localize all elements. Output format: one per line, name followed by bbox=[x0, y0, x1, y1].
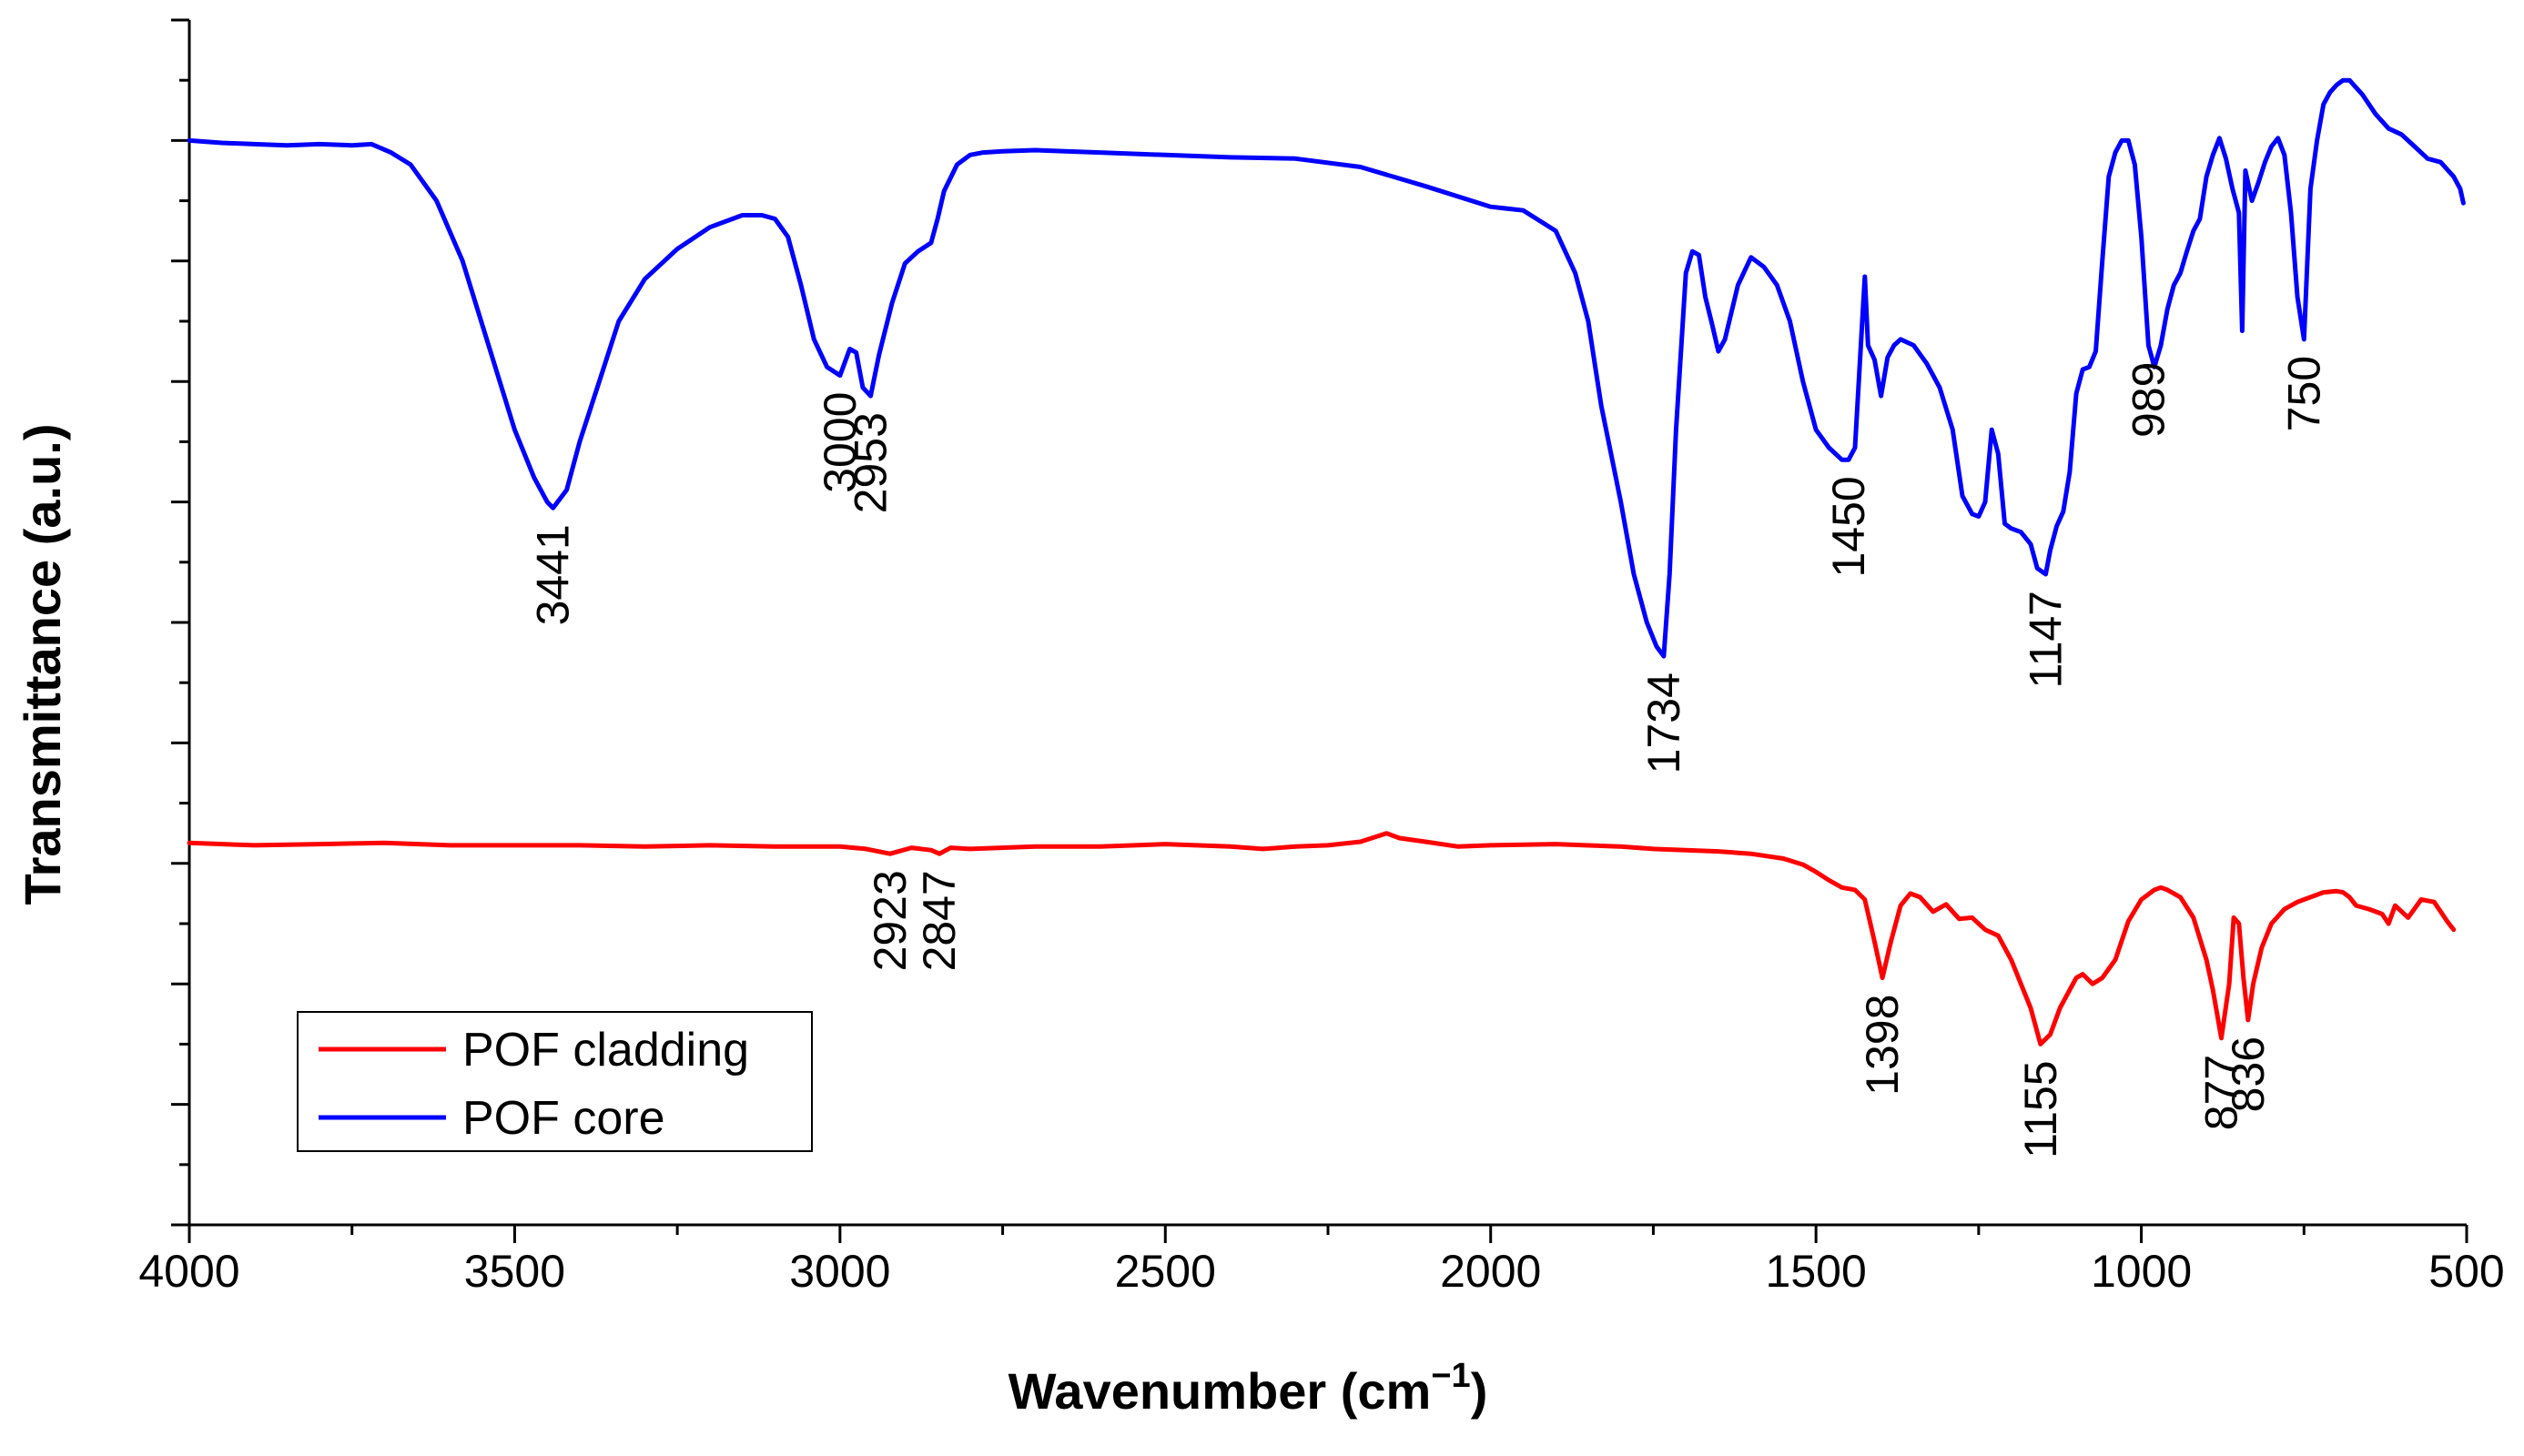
peak-label-1734: 1734 bbox=[1638, 672, 1689, 774]
peak-label-3000: 3000 bbox=[815, 392, 866, 493]
x-tick-label-3000: 3000 bbox=[789, 1246, 890, 1297]
legend: POF cladding POF core bbox=[297, 1011, 813, 1152]
peak-label-2953: 2953 bbox=[846, 412, 897, 513]
peak-label-2847: 2847 bbox=[914, 870, 965, 971]
legend-box bbox=[297, 1011, 813, 1152]
peak-label-750: 750 bbox=[2278, 356, 2329, 431]
peak-label-3441: 3441 bbox=[528, 524, 579, 625]
peak-label-1155: 1155 bbox=[2015, 1060, 2066, 1158]
peak-label-877: 877 bbox=[2196, 1055, 2247, 1130]
x-tick-label-1500: 1500 bbox=[1766, 1246, 1867, 1297]
tick-labels: 4000 3500 3000 2500 2000 1500 1000 500 bbox=[138, 1246, 2504, 1297]
x-tick-label-2500: 2500 bbox=[1115, 1246, 1216, 1297]
legend-label-core: POF core bbox=[462, 1092, 665, 1145]
y-axis-title: Transmittance (a.u.) bbox=[14, 423, 71, 905]
x-tick-label-1000: 1000 bbox=[2091, 1246, 2192, 1297]
peak-label-989: 989 bbox=[2123, 362, 2174, 438]
x-axis-title: Wavenumber (cm−1) bbox=[1009, 1357, 1488, 1420]
legend-label-cladding: POF cladding bbox=[462, 1024, 749, 1077]
series-line-pof-cladding bbox=[187, 831, 2457, 1046]
x-axis-title-superscript: −1 bbox=[1431, 1357, 1470, 1395]
series-line-pof-core bbox=[187, 77, 2466, 659]
x-axis-title-close: ) bbox=[1471, 1362, 1488, 1420]
x-tick-label-3500: 3500 bbox=[464, 1246, 565, 1297]
x-axis-title-main: Wavenumber (cm bbox=[1009, 1362, 1432, 1420]
peak-label-1147: 1147 bbox=[2021, 591, 2072, 689]
peak-label-2923: 2923 bbox=[865, 870, 916, 971]
peak-label-1398: 1398 bbox=[1857, 995, 1908, 1096]
peak-label-1450: 1450 bbox=[1823, 476, 1874, 577]
x-tick-label-2000: 2000 bbox=[1440, 1246, 1541, 1297]
x-tick-label-4000: 4000 bbox=[138, 1246, 239, 1297]
series-lines bbox=[187, 77, 2466, 1046]
x-tick-label-500: 500 bbox=[2428, 1246, 2504, 1297]
axis-ticks bbox=[171, 18, 2468, 1243]
peak-label-836: 836 bbox=[2223, 1036, 2274, 1112]
